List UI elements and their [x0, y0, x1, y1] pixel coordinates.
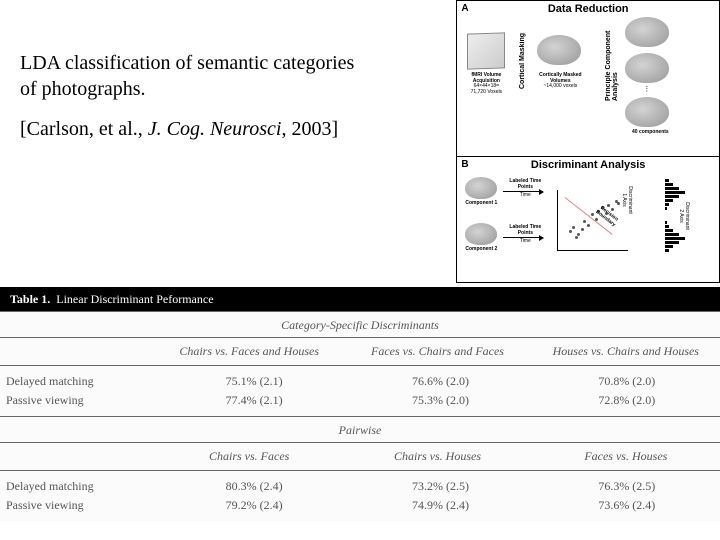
- panel-a-content: fMRI Volume Acquisition 64×44×18= 71,720…: [457, 15, 719, 150]
- cube-cap1: fMRI Volume Acquisition: [471, 72, 501, 84]
- mask-vlabel: Cortical Masking: [519, 31, 526, 89]
- section1-rows: Delayed matching 75.1% (2.1) 76.6% (2.0)…: [0, 366, 720, 416]
- table-row: Delayed matching 75.1% (2.1) 76.6% (2.0)…: [0, 372, 720, 391]
- cube-cap3: 71,720 Voxels: [471, 89, 502, 95]
- panel-a: A Data Reduction fMRI Volume Acquisition…: [457, 1, 719, 157]
- hist-bar-icon: [665, 237, 685, 240]
- s1-r2-c2: 75.3% (2.0): [347, 393, 533, 408]
- desc-line2: of photographs.: [20, 78, 146, 100]
- hist-bar-icon: [665, 249, 669, 252]
- hist-bar-icon: [665, 195, 679, 198]
- description: LDA classification of semantic categorie…: [20, 50, 446, 102]
- brain-comp2-icon: [465, 223, 497, 245]
- table-row: Delayed matching 80.3% (2.4) 73.2% (2.5)…: [0, 477, 720, 496]
- hist-bar-icon: [665, 241, 679, 244]
- hist-bar-icon: [665, 245, 673, 248]
- section1-columns: Chairs vs. Faces and Houses Faces vs. Ch…: [0, 338, 720, 366]
- table-title: Table 1. Linear Discriminant Peformance: [0, 288, 720, 311]
- comp1-label: Component 1: [461, 201, 501, 207]
- hist-bar-icon: [665, 191, 685, 194]
- s1-r2-c1: 77.4% (2.1): [161, 393, 347, 408]
- mask-caption: Cortically Masked Volumes ~14,000 voxels: [529, 73, 591, 90]
- brain-pca-3-icon: [625, 97, 669, 127]
- s2-r2-c1: 79.2% (2.4): [161, 498, 347, 513]
- hist-bar-icon: [665, 179, 669, 182]
- t1l: Labeled Time Points: [509, 178, 541, 190]
- brain-mask-icon: [537, 35, 581, 65]
- s2-r1-c1: 80.3% (2.4): [161, 479, 347, 494]
- axis1-label: Discriminant 1 Axis: [621, 185, 632, 215]
- cube-caption: fMRI Volume Acquisition 64×44×18= 71,720…: [461, 73, 511, 95]
- table-1: Table 1. Linear Discriminant Peformance …: [0, 287, 720, 521]
- brain-pca-2-icon: [625, 53, 669, 83]
- comp2-label: Component 2: [461, 247, 501, 253]
- s2-r1-label: Delayed matching: [0, 479, 161, 494]
- section1-header: Category-Specific Discriminants: [0, 311, 720, 338]
- s2-r2-c3: 73.6% (2.4): [534, 498, 720, 513]
- s1-r1-c2: 76.6% (2.0): [347, 374, 533, 389]
- panel-b-title: Discriminant Analysis: [457, 157, 719, 171]
- panel-b-label: B: [461, 159, 468, 170]
- s2-r2-c2: 74.9% (2.4): [347, 498, 533, 513]
- brain-pca-1-icon: [625, 17, 669, 47]
- citation: [Carlson, et al., J. Cog. Neurosci, 2003…: [20, 118, 446, 141]
- s1-col1: Chairs vs. Faces and Houses: [155, 338, 343, 365]
- time2-sub: Time: [513, 239, 537, 245]
- hist-bar-icon: [665, 233, 679, 236]
- hist-bar-icon: [665, 207, 667, 210]
- panel-a-title: Data Reduction: [457, 1, 719, 15]
- s1-r1-c1: 75.1% (2.1): [161, 374, 347, 389]
- col-spacer: [0, 338, 155, 365]
- time1-sub: Time: [513, 193, 537, 199]
- hist-bar-icon: [665, 229, 673, 232]
- pca-vlabel: Principle Component Analysis: [605, 23, 619, 101]
- s1-col2: Faces vs. Chairs and Faces: [343, 338, 531, 365]
- s2-col3: Faces vs. Houses: [532, 443, 720, 470]
- hist-bar-icon: [665, 187, 679, 190]
- section2-header: Pairwise: [0, 416, 720, 443]
- s2-r2-label: Passive viewing: [0, 498, 161, 513]
- s2-r1-c2: 73.2% (2.5): [347, 479, 533, 494]
- desc-line1: LDA classification of semantic categorie…: [20, 52, 354, 74]
- table-title-rest: Linear Discriminant Peformance: [56, 292, 213, 307]
- table-title-bold: Table 1.: [10, 292, 50, 307]
- s1-r1-c3: 70.8% (2.0): [534, 374, 720, 389]
- hist-bar-icon: [665, 203, 669, 206]
- panel-a-label: A: [461, 3, 468, 14]
- s2-col2: Chairs vs. Houses: [343, 443, 531, 470]
- s2-col1: Chairs vs. Faces: [155, 443, 343, 470]
- citation-prefix: [Carlson, et al.,: [20, 118, 148, 140]
- figure: A Data Reduction fMRI Volume Acquisition…: [456, 0, 720, 283]
- hist-bar-icon: [665, 221, 667, 224]
- top-region: LDA classification of semantic categorie…: [0, 0, 720, 283]
- s1-r2-label: Passive viewing: [0, 393, 161, 408]
- hist-bar-icon: [665, 225, 669, 228]
- text-block: LDA classification of semantic categorie…: [0, 0, 456, 283]
- s1-r1-label: Delayed matching: [0, 374, 161, 389]
- t2l: Labeled Time Points: [509, 224, 541, 236]
- cube-icon: [467, 32, 505, 69]
- panel-b: B Discriminant Analysis Component 1 Comp…: [457, 157, 719, 282]
- mask-cap1: Cortically Masked Volumes: [539, 72, 582, 84]
- brain-comp1-icon: [465, 177, 497, 199]
- s1-r2-c3: 72.8% (2.0): [534, 393, 720, 408]
- axis2-label: Discriminant 2 Axis: [678, 201, 689, 231]
- table-row: Passive viewing 77.4% (2.1) 75.3% (2.0) …: [0, 391, 720, 410]
- pca-caption: 40 components: [625, 130, 675, 136]
- pca-dots-icon: ⋮: [643, 85, 650, 93]
- hist-bar-icon: [665, 199, 673, 202]
- col-spacer2: [0, 443, 155, 470]
- table-row: Passive viewing 79.2% (2.4) 74.9% (2.4) …: [0, 496, 720, 515]
- s2-r1-c3: 76.3% (2.5): [534, 479, 720, 494]
- panel-b-content: Component 1 Component 2 Labeled Time Poi…: [457, 171, 719, 276]
- section2-columns: Chairs vs. Faces Chairs vs. Houses Faces…: [0, 443, 720, 471]
- section2-rows: Delayed matching 80.3% (2.4) 73.2% (2.5)…: [0, 471, 720, 521]
- mask-cap2: ~14,000 voxels: [543, 83, 577, 89]
- citation-suffix: , 2003]: [281, 118, 338, 140]
- citation-journal: J. Cog. Neurosci: [148, 118, 282, 140]
- hist-bar-icon: [665, 183, 673, 186]
- s1-col3: Houses vs. Chairs and Houses: [532, 338, 720, 365]
